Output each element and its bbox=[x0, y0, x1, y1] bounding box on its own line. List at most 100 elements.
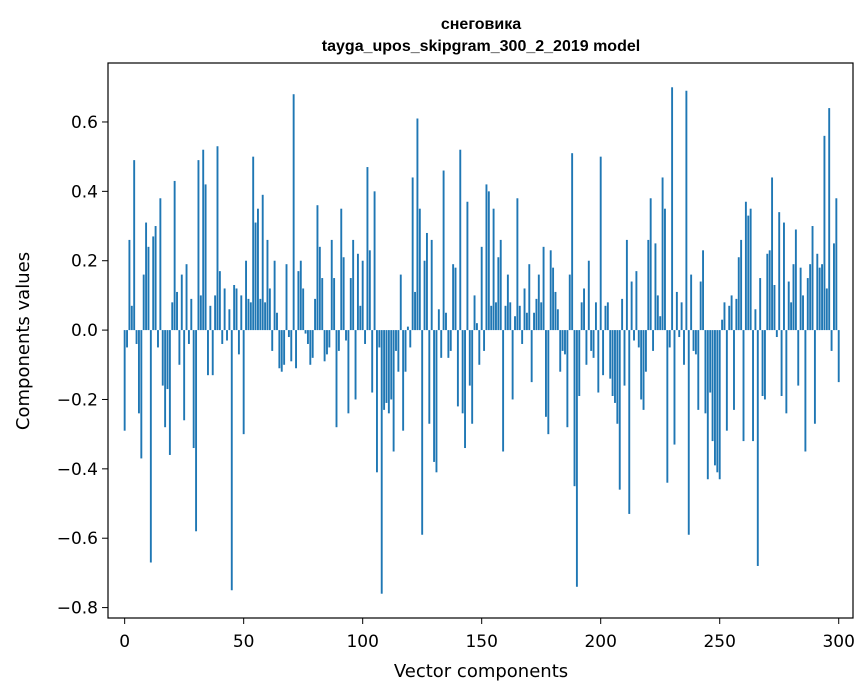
bar bbox=[699, 281, 702, 331]
bar bbox=[152, 236, 155, 331]
bar bbox=[659, 316, 662, 331]
bar bbox=[283, 330, 286, 365]
bar bbox=[466, 201, 469, 331]
bar bbox=[706, 330, 709, 480]
bar bbox=[428, 330, 431, 424]
bar bbox=[714, 330, 716, 466]
bar bbox=[668, 330, 671, 348]
bar bbox=[552, 267, 555, 331]
bar bbox=[349, 278, 352, 331]
bar bbox=[233, 285, 236, 331]
bar bbox=[773, 285, 776, 331]
bar bbox=[364, 330, 367, 344]
bar bbox=[368, 250, 371, 331]
bar bbox=[830, 330, 833, 351]
bar bbox=[437, 309, 440, 331]
bar bbox=[766, 253, 769, 331]
bar bbox=[816, 253, 819, 331]
bar bbox=[752, 330, 754, 442]
bar bbox=[173, 180, 176, 331]
bar bbox=[142, 274, 145, 331]
x-tick-label: 100 bbox=[346, 632, 378, 652]
bar bbox=[768, 250, 771, 331]
bar bbox=[147, 246, 150, 331]
bar bbox=[197, 160, 200, 331]
bar bbox=[423, 260, 426, 331]
bar bbox=[692, 330, 695, 351]
bar bbox=[828, 108, 831, 331]
bar bbox=[502, 330, 505, 452]
bar bbox=[535, 298, 538, 331]
bar bbox=[480, 246, 483, 331]
bar bbox=[390, 330, 393, 400]
bar bbox=[671, 87, 674, 331]
bar bbox=[618, 330, 621, 490]
bar bbox=[461, 330, 464, 414]
bar bbox=[314, 298, 317, 331]
bar bbox=[399, 274, 402, 331]
bar bbox=[475, 323, 478, 331]
bar bbox=[221, 330, 224, 344]
bar bbox=[728, 305, 731, 331]
chart-subtitle: tayga_upos_skipgram_300_2_2019 model bbox=[322, 38, 640, 55]
x-tick-label: 200 bbox=[584, 632, 616, 652]
y-tick-label: −0.8 bbox=[57, 599, 98, 619]
y-tick-label: 0.0 bbox=[71, 321, 98, 341]
bar bbox=[737, 257, 740, 331]
bar bbox=[704, 330, 707, 414]
bar bbox=[435, 330, 438, 473]
bar bbox=[516, 198, 519, 331]
bar bbox=[573, 330, 576, 487]
bar bbox=[685, 90, 688, 331]
bar bbox=[530, 330, 533, 383]
bar bbox=[366, 167, 369, 331]
bar bbox=[783, 222, 785, 331]
bar bbox=[733, 330, 735, 410]
bar bbox=[821, 264, 824, 331]
bar bbox=[328, 330, 331, 348]
bar bbox=[775, 330, 778, 338]
bar bbox=[209, 305, 212, 331]
bar bbox=[790, 302, 793, 331]
bar bbox=[140, 330, 143, 459]
bar bbox=[454, 267, 457, 331]
bar bbox=[485, 184, 488, 331]
bar bbox=[521, 330, 524, 344]
bar bbox=[456, 330, 459, 407]
y-tick-label: −0.4 bbox=[57, 460, 98, 480]
x-tick-label: 300 bbox=[822, 632, 854, 652]
plot-frame bbox=[107, 62, 854, 619]
bar bbox=[254, 222, 257, 331]
bar bbox=[730, 295, 733, 331]
bar bbox=[528, 264, 531, 331]
bar bbox=[337, 330, 340, 351]
bar bbox=[223, 288, 226, 331]
bar bbox=[380, 330, 383, 594]
bar bbox=[594, 302, 597, 331]
bar bbox=[611, 330, 614, 396]
bar bbox=[195, 330, 198, 532]
bar bbox=[497, 257, 500, 331]
bar bbox=[683, 330, 685, 365]
bar bbox=[545, 330, 547, 417]
bar bbox=[261, 194, 264, 331]
bar bbox=[799, 267, 802, 331]
bar bbox=[433, 330, 436, 462]
x-axis-ticks: 0 50 100 150 200 250 300 bbox=[119, 618, 855, 652]
bar bbox=[806, 278, 809, 331]
bar bbox=[564, 330, 566, 355]
bar bbox=[352, 239, 355, 331]
x-tick-label: 0 bbox=[119, 632, 130, 652]
bar bbox=[135, 330, 138, 344]
chart-title: снеговика bbox=[441, 16, 521, 33]
bar bbox=[725, 330, 728, 431]
bar bbox=[537, 274, 540, 331]
bar bbox=[813, 330, 816, 424]
bar bbox=[373, 191, 376, 331]
bar bbox=[504, 305, 507, 331]
bar bbox=[580, 302, 583, 331]
bar bbox=[787, 281, 790, 331]
bar bbox=[778, 212, 781, 331]
bar bbox=[342, 257, 345, 331]
bar bbox=[345, 330, 347, 341]
